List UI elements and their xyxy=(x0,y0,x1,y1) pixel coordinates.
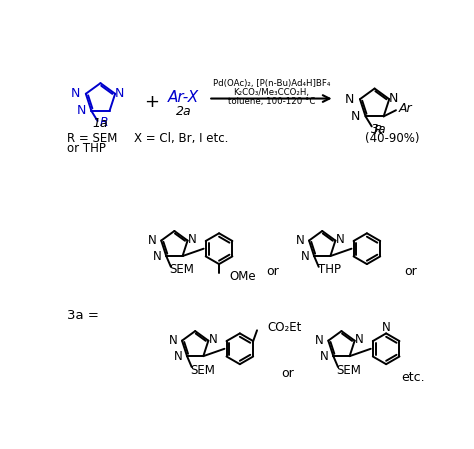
Text: 3a =: 3a = xyxy=(66,309,99,322)
Text: Ar-X: Ar-X xyxy=(168,90,199,105)
Text: etc.: etc. xyxy=(401,371,425,384)
Text: or THP: or THP xyxy=(66,142,106,155)
Text: 3a: 3a xyxy=(371,123,386,136)
Text: CO₂Et: CO₂Et xyxy=(267,321,301,334)
Text: N: N xyxy=(296,234,304,247)
Text: or: or xyxy=(404,264,417,277)
Text: +: + xyxy=(144,92,159,110)
Text: SEM: SEM xyxy=(169,264,194,277)
Text: R = SEM: R = SEM xyxy=(66,132,117,145)
Text: N: N xyxy=(389,92,399,105)
Text: THP: THP xyxy=(318,264,341,277)
Text: N: N xyxy=(153,250,162,263)
Text: N: N xyxy=(320,350,328,363)
Text: N: N xyxy=(148,234,156,247)
Text: 2a: 2a xyxy=(176,105,191,118)
Text: N: N xyxy=(209,334,218,346)
Text: SEM: SEM xyxy=(190,364,215,377)
Text: N: N xyxy=(382,321,391,334)
Text: OMe: OMe xyxy=(230,270,256,283)
Text: R: R xyxy=(374,124,382,137)
Text: N: N xyxy=(169,334,177,347)
Text: N: N xyxy=(345,92,355,106)
Text: N: N xyxy=(315,334,324,347)
Text: N: N xyxy=(188,233,197,247)
Text: R: R xyxy=(100,116,108,129)
Text: N: N xyxy=(336,233,345,247)
Text: (40-90%): (40-90%) xyxy=(365,132,419,145)
Text: N: N xyxy=(77,105,86,118)
Text: Pd(OAc)₂, [P(n-Bu)Ad₄H]BF₄: Pd(OAc)₂, [P(n-Bu)Ad₄H]BF₄ xyxy=(213,79,330,88)
Text: Ar: Ar xyxy=(398,102,412,115)
Text: SEM: SEM xyxy=(336,364,361,377)
Text: X = Cl, Br, I etc.: X = Cl, Br, I etc. xyxy=(134,132,228,145)
Text: N: N xyxy=(351,110,360,123)
Text: or: or xyxy=(281,367,294,380)
Text: N: N xyxy=(173,350,182,363)
Text: N: N xyxy=(71,87,81,100)
Text: N: N xyxy=(355,334,364,346)
Text: toluene, 100-120 °C: toluene, 100-120 °C xyxy=(228,97,315,106)
Text: N: N xyxy=(301,250,310,263)
Text: or: or xyxy=(266,264,279,277)
Text: 1a: 1a xyxy=(92,117,108,130)
Text: K₂CO₃/Me₃CCO₂H,: K₂CO₃/Me₃CCO₂H, xyxy=(233,88,310,97)
Text: N: N xyxy=(115,87,125,100)
